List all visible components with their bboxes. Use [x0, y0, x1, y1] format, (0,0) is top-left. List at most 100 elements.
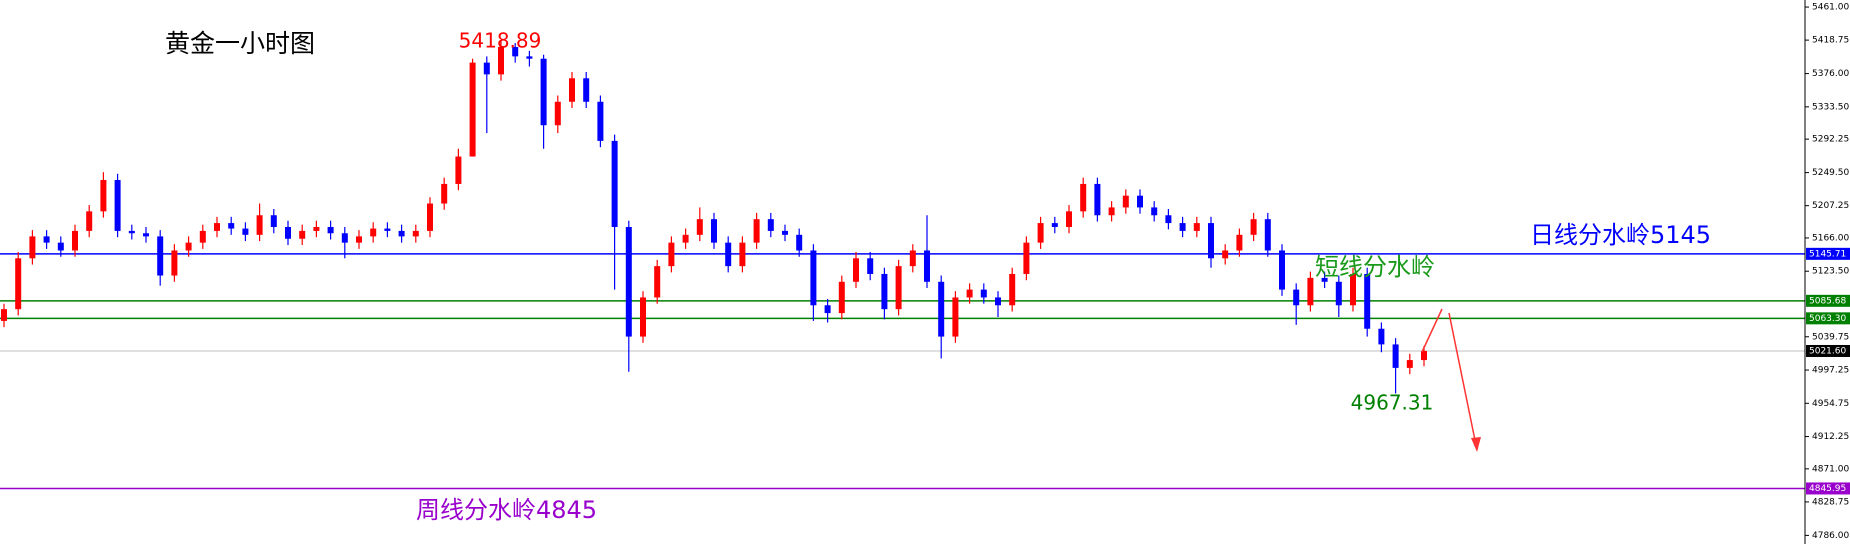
candle-body	[867, 258, 874, 274]
candle-body	[640, 297, 646, 337]
candle-body	[1293, 289, 1300, 306]
plot	[0, 40, 1805, 490]
level-label: 4845.95	[1809, 484, 1846, 494]
candle-body	[995, 297, 1001, 306]
candle-body	[810, 250, 817, 306]
candle-body	[1009, 273, 1016, 306]
candle-body	[356, 236, 362, 243]
low-label: 4967.31	[1351, 391, 1434, 415]
level-tag	[1806, 344, 1850, 357]
candle-body	[782, 230, 788, 235]
candle-body	[242, 228, 249, 235]
candle-body	[1023, 242, 1030, 274]
candle-body	[1279, 250, 1285, 290]
candle-body	[824, 305, 831, 314]
candle-body	[1364, 273, 1371, 329]
candle-body	[696, 219, 703, 235]
y-tick-label: 5249.50	[1812, 168, 1849, 178]
candle-body	[171, 250, 178, 276]
candle-body	[1193, 223, 1200, 231]
candle-body	[924, 250, 930, 282]
candle-body	[157, 236, 164, 276]
candle-body	[1208, 223, 1214, 259]
arrow-head	[1471, 437, 1481, 452]
candle-body	[966, 289, 973, 298]
y-tick-label: 5461.00	[1812, 3, 1849, 13]
candle-body	[1392, 344, 1399, 368]
candle-body	[498, 46, 504, 75]
candle-body	[1037, 223, 1044, 243]
candle-body	[128, 230, 135, 234]
candle-body	[1179, 223, 1186, 231]
candle-body	[1094, 183, 1101, 216]
y-tick-label: 5039.75	[1812, 332, 1849, 342]
candle-body	[313, 226, 320, 231]
candle-body	[1421, 350, 1427, 361]
short-label: 短线分水岭	[1315, 253, 1435, 281]
level-label: 5085.68	[1809, 296, 1846, 306]
candle-body	[43, 236, 50, 243]
candle-body	[838, 281, 845, 314]
chart-title: 黄金一小时图	[165, 29, 315, 58]
candle-body	[72, 230, 78, 251]
candle-body	[753, 219, 760, 243]
candle-body	[29, 236, 36, 259]
y-tick-label: 5123.50	[1812, 267, 1849, 277]
candle-body	[455, 156, 462, 184]
candle-body	[668, 242, 675, 267]
candle-body	[1350, 273, 1356, 306]
candle-body	[1108, 207, 1115, 216]
candle-body	[512, 46, 519, 57]
candle-body	[1122, 195, 1129, 208]
level-tag	[1806, 247, 1850, 260]
candle-body	[100, 180, 107, 212]
candle-body	[483, 62, 490, 75]
candle-body	[327, 226, 334, 234]
y-tick-label: 4786.00	[1812, 531, 1849, 541]
candle-body	[441, 183, 448, 204]
candle-body	[853, 258, 859, 282]
candle-body	[938, 281, 945, 337]
candle-body	[1, 309, 7, 321]
level-tag	[1806, 294, 1850, 307]
candle-body	[412, 230, 419, 237]
y-tick-label: 4997.25	[1812, 366, 1849, 376]
candle-body	[597, 101, 604, 141]
candle-body	[1151, 207, 1158, 216]
candle-body	[427, 203, 433, 231]
y-tick-label: 4828.75	[1812, 497, 1849, 507]
y-tick-label: 5207.25	[1812, 201, 1849, 211]
candle-body	[739, 242, 746, 267]
candle-body	[228, 223, 235, 229]
y-tick-label: 5292.25	[1812, 135, 1849, 145]
candle-body	[711, 219, 717, 243]
level-tag	[1806, 482, 1850, 495]
candle-body	[469, 62, 476, 157]
candle-body	[796, 234, 803, 251]
y-tick-label: 5418.75	[1812, 36, 1849, 46]
candle-body	[341, 233, 348, 243]
candle-body	[654, 266, 661, 298]
candle-body	[583, 78, 590, 102]
candle-body	[114, 180, 121, 231]
candle-body	[682, 234, 689, 243]
candle-body	[1264, 219, 1271, 251]
candle-body	[143, 233, 149, 237]
candle-body	[881, 273, 888, 310]
candle-body	[270, 215, 277, 227]
candle-body	[256, 215, 263, 235]
candle-body	[611, 140, 618, 227]
candle-body	[285, 226, 291, 239]
level-label: 5063.30	[1809, 314, 1846, 324]
candle-body	[767, 219, 774, 231]
candle-body	[1051, 223, 1058, 227]
candle-body	[625, 226, 632, 337]
candle-body	[569, 78, 575, 102]
candle-body	[1236, 234, 1243, 251]
candle-body	[57, 242, 64, 251]
y-tick-label: 5376.00	[1812, 69, 1849, 79]
candle-body	[185, 242, 192, 251]
candle-body	[540, 58, 547, 126]
candle-body	[1335, 281, 1342, 306]
